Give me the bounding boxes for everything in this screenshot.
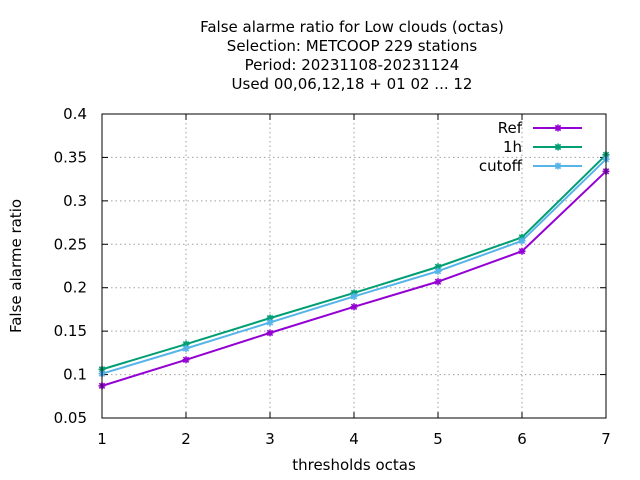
y-tick-label: 0.25 [54, 235, 87, 253]
y-tick-label: 0.4 [63, 105, 87, 123]
legend-label: Ref [498, 119, 523, 137]
data-point [518, 247, 526, 255]
y-tick-label: 0.15 [54, 322, 87, 340]
y-tick-label: 0.2 [63, 279, 87, 297]
x-tick-label: 3 [265, 430, 275, 448]
data-point [434, 278, 442, 286]
title-line: Period: 20231108-20231124 [245, 56, 460, 74]
data-point [350, 303, 358, 311]
data-point [182, 356, 190, 364]
legend-marker [554, 162, 562, 170]
y-axis-label: False alarme ratio [7, 199, 25, 333]
data-point [434, 267, 442, 275]
data-point [518, 237, 526, 245]
x-tick-label: 2 [181, 430, 191, 448]
x-tick-label: 5 [433, 430, 443, 448]
data-point [350, 292, 358, 300]
y-tick-label: 0.1 [63, 366, 87, 384]
legend-label: 1h [503, 138, 522, 156]
data-point [266, 318, 274, 326]
chart-title: False alarme ratio for Low clouds (octas… [200, 18, 504, 93]
legend-label: cutoff [479, 157, 523, 175]
title-line: False alarme ratio for Low clouds (octas… [200, 18, 504, 36]
x-tick-label: 1 [97, 430, 107, 448]
x-tick-label: 4 [349, 430, 359, 448]
plot-frame [101, 113, 607, 419]
grid [101, 113, 607, 419]
y-tick-label: 0.35 [54, 148, 87, 166]
x-axis-ticks: 1 2 3 4 5 6 7 [97, 114, 611, 448]
legend-marker [554, 124, 562, 132]
title-line: Selection: METCOOP 229 stations [227, 37, 478, 55]
y-tick-label: 0.05 [54, 409, 87, 427]
x-tick-label: 7 [601, 430, 611, 448]
y-axis-ticks: 0.05 0.1 0.15 0.2 0.25 0.3 0.35 0.4 [54, 105, 606, 427]
y-tick-label: 0.3 [63, 192, 87, 210]
data-point [182, 345, 190, 353]
series-lines [98, 151, 610, 390]
x-axis-label: thresholds octas [292, 456, 416, 474]
data-point [266, 329, 274, 337]
x-tick-label: 6 [517, 430, 527, 448]
title-line: Used 00,06,12,18 + 01 02 ... 12 [232, 75, 473, 93]
legend-marker [554, 143, 562, 151]
